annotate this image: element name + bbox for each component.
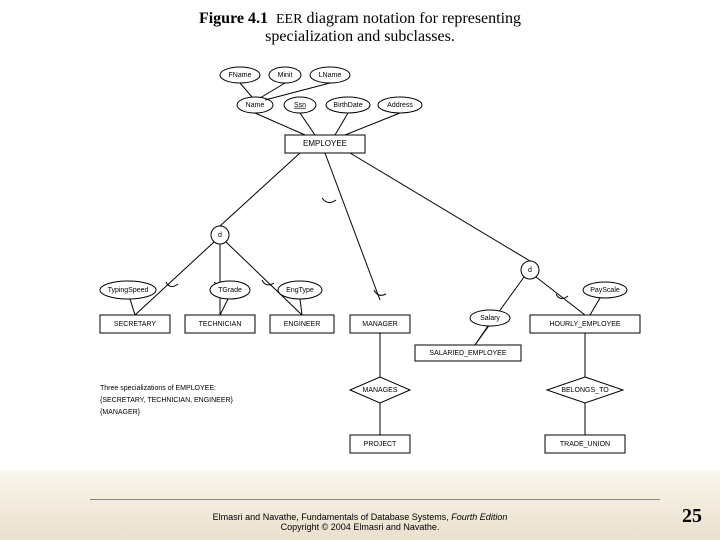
attr-engtype: EngType — [278, 281, 322, 299]
svg-text:PROJECT: PROJECT — [364, 441, 397, 448]
attr-salary: Salary — [470, 310, 510, 326]
attr-ssn: Ssn — [284, 97, 316, 113]
svg-text:TGrade: TGrade — [218, 287, 242, 294]
d-circle-left: d — [211, 226, 229, 244]
svg-text:Address: Address — [387, 102, 413, 109]
svg-text:Name: Name — [246, 102, 265, 109]
svg-text:LName: LName — [319, 72, 342, 79]
figure-number: Figure 4.1 — [199, 10, 268, 27]
attr-address: Address — [378, 97, 422, 113]
caption-text-2: specialization and subclasses. — [265, 28, 455, 45]
svg-text:EngType: EngType — [286, 287, 314, 294]
attr-birthdate: BirthDate — [326, 97, 370, 113]
note-line-3: {MANAGER} — [100, 409, 141, 416]
rel-belongs-to: BELONGS_TO — [547, 377, 623, 403]
page-number: 25 — [682, 505, 702, 528]
svg-text:MANAGER: MANAGER — [362, 321, 397, 328]
svg-text:EMPLOYEE: EMPLOYEE — [303, 139, 347, 148]
attr-fname: FName — [220, 67, 260, 83]
svg-text:Ssn: Ssn — [294, 102, 306, 109]
entity-secretary: SECRETARY — [100, 315, 170, 333]
svg-text:HOURLY_EMPLOYEE: HOURLY_EMPLOYEE — [549, 321, 620, 328]
figure-caption: Figure 4.1 EER diagram notation for repr… — [0, 10, 720, 46]
svg-text:TRADE_UNION: TRADE_UNION — [560, 441, 610, 448]
entity-engineer: ENGINEER — [270, 315, 334, 333]
svg-text:BirthDate: BirthDate — [333, 102, 362, 109]
svg-text:PayScale: PayScale — [590, 287, 620, 294]
svg-text:MANAGES: MANAGES — [362, 387, 397, 394]
rel-manages: MANAGES — [350, 377, 410, 403]
attr-payscale: PayScale — [583, 282, 627, 298]
svg-text:BELONGS_TO: BELONGS_TO — [561, 387, 609, 394]
entity-hourly-employee: HOURLY_EMPLOYEE — [530, 315, 640, 333]
svg-text:d: d — [218, 232, 222, 239]
attr-tgrade: TGrade — [210, 281, 250, 299]
footer-divider — [90, 499, 660, 500]
footer-line-1b: Fourth Edition — [451, 512, 507, 522]
entity-manager: MANAGER — [350, 315, 410, 333]
entity-project: PROJECT — [350, 435, 410, 453]
svg-text:d: d — [528, 267, 532, 274]
svg-text:Minit: Minit — [278, 72, 293, 79]
entity-employee: EMPLOYEE — [285, 135, 365, 153]
note-line-2: {SECRETARY, TECHNICIAN, ENGINEER} — [100, 397, 234, 404]
attr-lname: LName — [310, 67, 350, 83]
svg-text:TECHNICIAN: TECHNICIAN — [199, 321, 242, 328]
svg-text:Salary: Salary — [480, 315, 500, 322]
svg-text:TypingSpeed: TypingSpeed — [108, 287, 149, 294]
eer-diagram: FName Minit LName Name Ssn BirthDate Add… — [90, 55, 650, 485]
footer-line-2: Copyright © 2004 Elmasri and Navathe. — [281, 522, 440, 532]
d-circle-right: d — [521, 261, 539, 279]
entity-technician: TECHNICIAN — [185, 315, 255, 333]
svg-text:FName: FName — [229, 72, 252, 79]
footer-text: Elmasri and Navathe, Fundamentals of Dat… — [0, 512, 720, 532]
caption-text-1: diagram notation for representing — [306, 10, 521, 27]
caption-eer: EER — [276, 12, 302, 27]
svg-text:SECRETARY: SECRETARY — [114, 321, 156, 328]
footer-line-1a: Elmasri and Navathe, Fundamentals of Dat… — [213, 512, 452, 522]
svg-text:ENGINEER: ENGINEER — [284, 321, 321, 328]
attr-minit: Minit — [269, 67, 301, 83]
note-line-1: Three specializations of EMPLOYEE: — [100, 385, 216, 392]
attr-typingspeed: TypingSpeed — [100, 281, 156, 299]
svg-text:SALARIED_EMPLOYEE: SALARIED_EMPLOYEE — [429, 350, 506, 357]
entity-trade-union: TRADE_UNION — [545, 435, 625, 453]
entity-salaried-employee: SALARIED_EMPLOYEE — [415, 345, 521, 361]
